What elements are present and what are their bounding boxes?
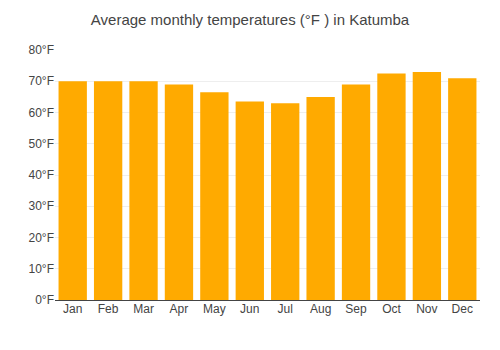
svg-text:Feb: Feb	[98, 302, 119, 316]
svg-text:Nov: Nov	[416, 302, 437, 316]
svg-text:80°F: 80°F	[29, 43, 54, 57]
svg-text:Apr: Apr	[170, 302, 189, 316]
svg-text:30°F: 30°F	[29, 199, 54, 213]
svg-text:60°F: 60°F	[29, 106, 54, 120]
svg-text:Mar: Mar	[133, 302, 154, 316]
svg-text:0°F: 0°F	[35, 293, 54, 307]
svg-text:Jun: Jun	[240, 302, 259, 316]
svg-text:Aug: Aug	[310, 302, 331, 316]
svg-text:May: May	[203, 302, 226, 316]
svg-text:Average monthly temperatures (: Average monthly temperatures (°F ) in Ka…	[91, 11, 410, 28]
svg-text:Dec: Dec	[452, 302, 473, 316]
svg-text:Oct: Oct	[382, 302, 401, 316]
svg-text:50°F: 50°F	[29, 137, 54, 151]
svg-text:10°F: 10°F	[29, 262, 54, 276]
svg-text:Jul: Jul	[278, 302, 293, 316]
svg-text:70°F: 70°F	[29, 74, 54, 88]
svg-text:20°F: 20°F	[29, 231, 54, 245]
svg-text:Sep: Sep	[345, 302, 367, 316]
svg-text:40°F: 40°F	[29, 168, 54, 182]
svg-text:Jan: Jan	[63, 302, 82, 316]
